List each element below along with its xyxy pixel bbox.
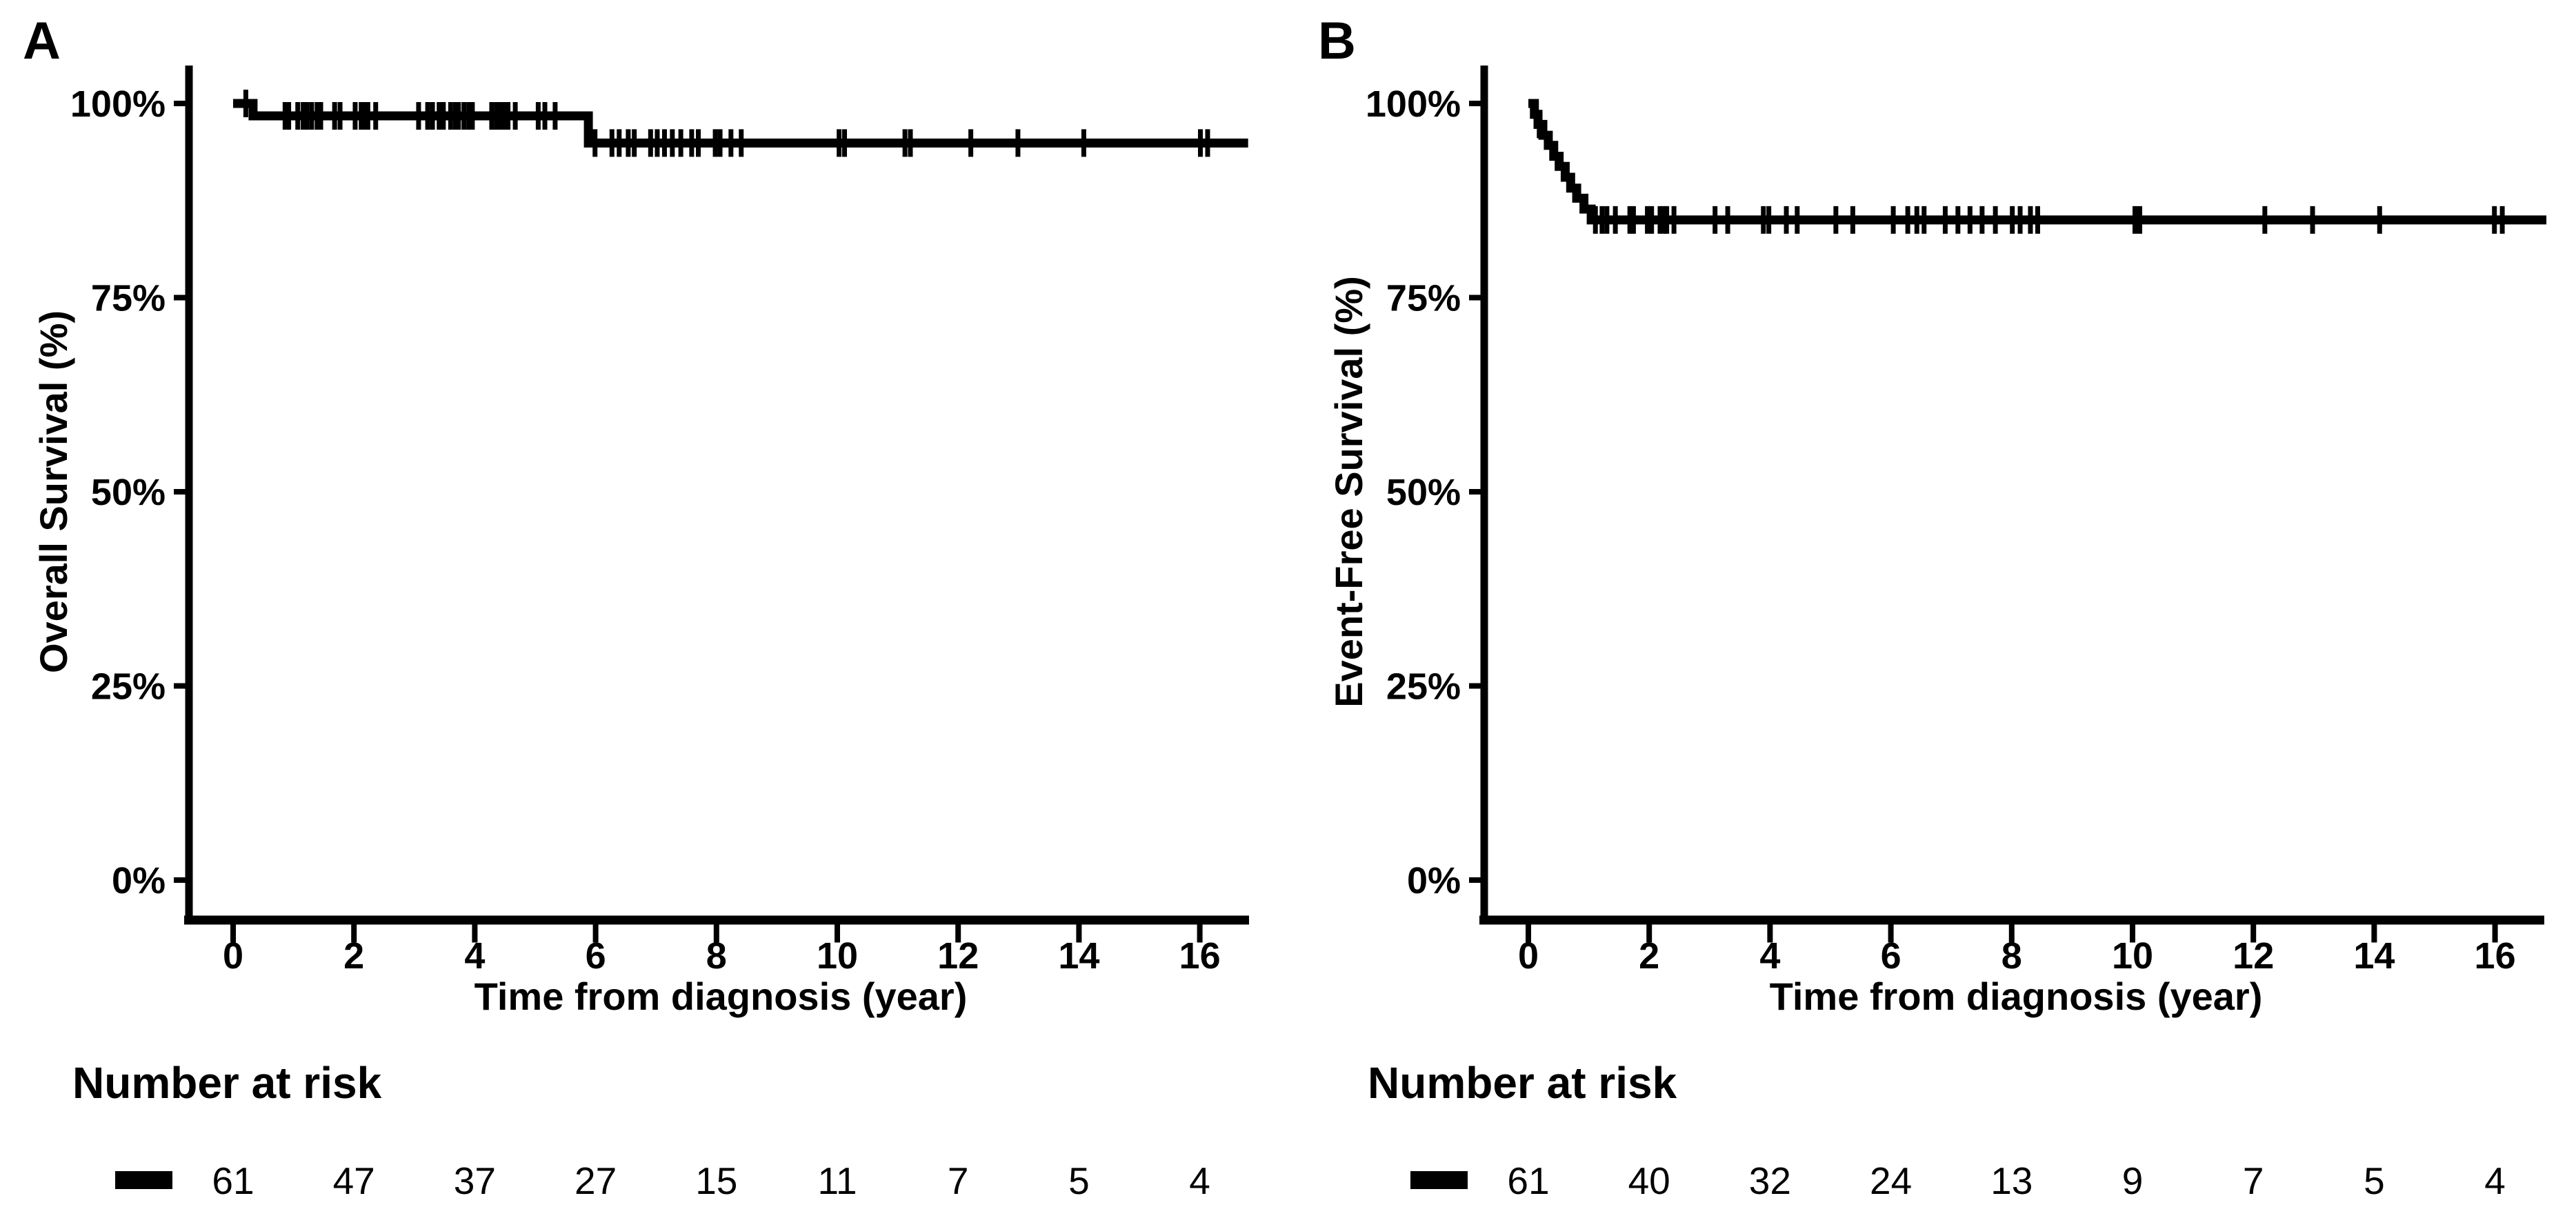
- x-tick-label: 2: [343, 935, 364, 977]
- y-tick-label: 0%: [1407, 860, 1461, 901]
- number-at-risk-value: 13: [1990, 1159, 2033, 1202]
- y-tick-label: 25%: [91, 666, 166, 708]
- panel-letter: A: [23, 12, 61, 70]
- number-at-risk-value: 7: [948, 1159, 969, 1202]
- x-tick-label: 8: [706, 935, 727, 977]
- x-tick-label: 0: [1518, 935, 1539, 977]
- number-at-risk-heading: Number at risk: [1368, 1058, 1677, 1108]
- x-tick-label: 10: [2112, 935, 2153, 977]
- y-tick-label: 75%: [1386, 278, 1461, 319]
- y-axis-title: Overall Survival (%): [32, 310, 75, 673]
- number-at-risk-value: 4: [1189, 1159, 1210, 1202]
- number-at-risk-value: 11: [817, 1159, 857, 1202]
- number-at-risk-value: 61: [212, 1159, 254, 1202]
- risk-group-swatch-icon: [115, 1171, 172, 1189]
- number-at-risk-heading: Number at risk: [72, 1058, 382, 1108]
- x-tick-label: 4: [464, 935, 485, 977]
- y-tick-label: 50%: [1386, 472, 1461, 513]
- x-tick-label: 12: [937, 935, 979, 977]
- y-tick-label: 100%: [1366, 83, 1461, 125]
- censor-marks: [243, 90, 1210, 157]
- number-at-risk-value: 37: [454, 1159, 496, 1202]
- number-at-risk-value: 5: [1068, 1159, 1090, 1202]
- number-at-risk-value: 27: [575, 1159, 617, 1202]
- number-at-risk-value: 61: [1507, 1159, 1549, 1202]
- x-tick-label: 8: [2001, 935, 2022, 977]
- y-axis-title: Event-Free Survival (%): [1327, 276, 1370, 708]
- x-tick-label: 6: [1881, 935, 1901, 977]
- x-axis-title: Time from diagnosis (year): [1770, 975, 2263, 1018]
- number-at-risk-value: 9: [2122, 1159, 2144, 1202]
- x-tick-label: 0: [223, 935, 243, 977]
- x-axis-title: Time from diagnosis (year): [475, 975, 968, 1018]
- y-tick-label: 100%: [70, 83, 166, 125]
- x-tick-label: 16: [2475, 935, 2516, 977]
- number-at-risk-value: 32: [1749, 1159, 1791, 1202]
- x-tick-label: 6: [586, 935, 606, 977]
- x-tick-label: 14: [2353, 935, 2395, 977]
- number-at-risk-value: 4: [2484, 1159, 2506, 1202]
- x-tick-label: 2: [1639, 935, 1659, 977]
- number-at-risk-value: 7: [2243, 1159, 2264, 1202]
- number-at-risk-value: 15: [695, 1159, 737, 1202]
- y-tick-label: 0%: [112, 860, 166, 901]
- panel-letter: B: [1318, 12, 1356, 70]
- x-tick-label: 10: [817, 935, 858, 977]
- x-tick-label: 14: [1058, 935, 1099, 977]
- number-at-risk-value: 24: [1870, 1159, 1912, 1202]
- x-tick-label: 16: [1179, 935, 1221, 977]
- number-at-risk-value: 5: [2364, 1159, 2385, 1202]
- censor-marks: [1537, 110, 2505, 234]
- risk-group-swatch-icon: [1410, 1171, 1468, 1189]
- y-tick-label: 50%: [91, 472, 166, 513]
- number-at-risk-value: 40: [1628, 1159, 1670, 1202]
- number-at-risk-value: 47: [333, 1159, 375, 1202]
- x-tick-label: 12: [2233, 935, 2274, 977]
- survival-step-curve: [1528, 99, 2547, 225]
- y-tick-label: 75%: [91, 278, 166, 319]
- x-tick-label: 4: [1759, 935, 1780, 977]
- y-tick-label: 25%: [1386, 666, 1461, 708]
